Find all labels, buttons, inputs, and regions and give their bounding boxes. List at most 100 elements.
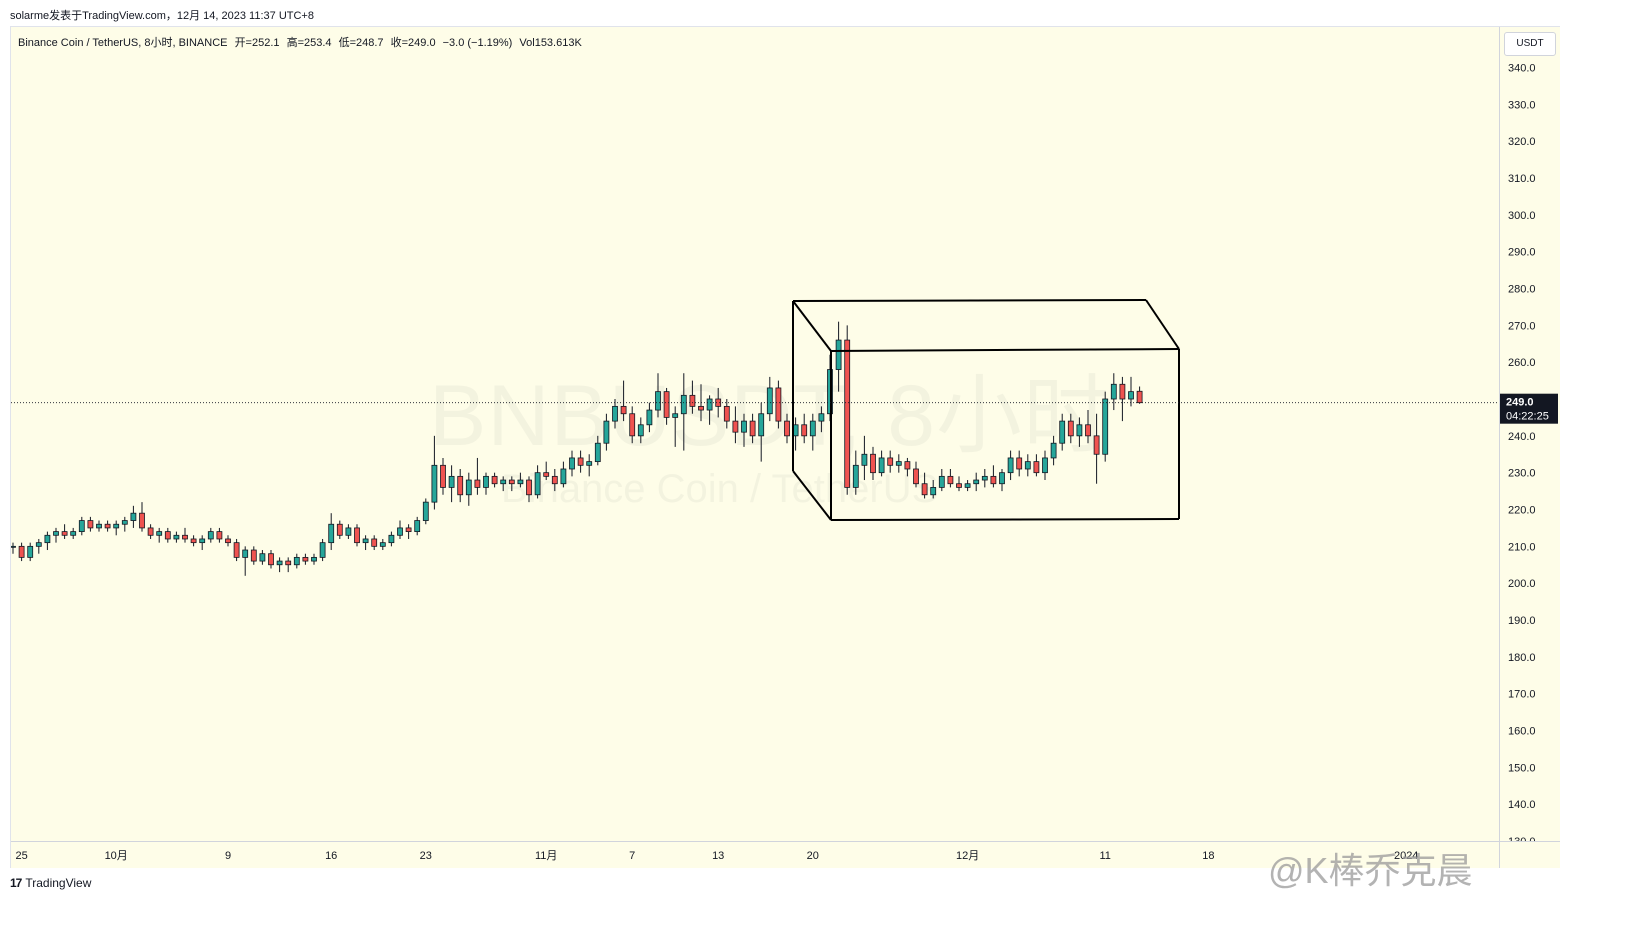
candle <box>586 454 593 477</box>
candlestick-plot[interactable] <box>11 27 1499 841</box>
candle <box>741 413 747 447</box>
legend-change: −3.0 (−1.19%) <box>442 37 513 49</box>
candle <box>250 546 257 565</box>
chart-frame[interactable]: BNBUSDT, 8小时 Binance Coin / TetherUS Bin… <box>10 26 1560 868</box>
box-edge[interactable] <box>792 299 1147 302</box>
candle-body <box>1067 420 1074 437</box>
candle-body <box>53 531 59 536</box>
candle-body <box>930 487 937 496</box>
candle-body <box>139 512 145 529</box>
bar-countdown-label: 04:22:25 <box>1506 411 1549 423</box>
candle <box>139 502 145 532</box>
candle-body <box>938 475 945 488</box>
candle <box>182 527 188 543</box>
candle-body <box>990 475 997 485</box>
candle-body <box>921 483 928 496</box>
candle-body <box>207 531 214 540</box>
candle-body <box>96 523 102 529</box>
candle-body <box>388 534 395 544</box>
candle <box>594 435 601 466</box>
publish-caption: solarme发表于TradingView.com，12月 14, 2023 1… <box>10 10 314 22</box>
time-tick-label: 2024 <box>1394 850 1418 862</box>
candle <box>990 465 997 488</box>
candle-body <box>27 545 34 558</box>
candle-body <box>225 538 231 544</box>
candle <box>164 527 171 543</box>
candle <box>311 553 317 565</box>
currency-button[interactable]: USDT <box>1504 32 1556 56</box>
candle <box>508 476 515 492</box>
time-tick-label: 13 <box>712 850 724 862</box>
candle-body <box>663 391 670 418</box>
candle <box>328 513 335 551</box>
candle <box>233 538 240 562</box>
candle-body <box>130 512 137 521</box>
candle <box>775 380 782 429</box>
candle-body <box>534 472 541 496</box>
candle-body <box>1016 457 1023 470</box>
candle <box>500 476 507 492</box>
candle <box>844 325 851 495</box>
candle-body <box>560 468 567 485</box>
box-edge[interactable] <box>792 470 832 521</box>
candle-body <box>551 475 558 485</box>
candle <box>612 399 618 429</box>
time-tick-label: 9 <box>225 850 231 862</box>
candle <box>913 461 919 488</box>
box-edge[interactable] <box>1145 299 1180 350</box>
candle-body <box>1110 383 1117 400</box>
box-edge[interactable] <box>830 348 1180 352</box>
tradingview-logo[interactable]: 17 TradingView <box>10 876 91 890</box>
box-edge[interactable] <box>792 300 832 352</box>
candle <box>861 435 868 481</box>
candle-body <box>844 339 851 488</box>
price-tick-label: 310.0 <box>1508 173 1536 185</box>
candle <box>973 472 980 492</box>
candle <box>801 413 808 444</box>
legend-close: 收=249.0 <box>390 37 436 49</box>
candle-body <box>121 520 128 525</box>
candle <box>818 406 825 433</box>
candle-body <box>947 475 954 485</box>
price-tick-label: 340.0 <box>1508 63 1536 75</box>
candle <box>1136 386 1143 404</box>
candle <box>1076 417 1083 447</box>
candle-body <box>956 483 962 488</box>
price-tick-label: 220.0 <box>1508 505 1536 517</box>
candle-body <box>766 387 773 415</box>
candle <box>379 538 386 551</box>
candle <box>629 406 636 444</box>
candle-body <box>698 405 704 411</box>
price-tick-label: 300.0 <box>1508 210 1536 222</box>
candle <box>543 461 550 481</box>
candle-body <box>715 398 722 407</box>
candle <box>319 538 326 562</box>
candle-body <box>603 420 610 444</box>
candle-body <box>302 556 309 562</box>
candle <box>44 531 51 551</box>
time-axis[interactable]: 25 10月 9 16 23 11月 7 13 20 12月 11 18 2024 <box>11 841 1499 868</box>
candle-body <box>35 542 42 547</box>
box-drawing[interactable] <box>792 299 1180 521</box>
candle-body <box>500 479 507 485</box>
candle <box>956 476 962 492</box>
candle-body <box>784 420 790 437</box>
price-tick-label: 260.0 <box>1508 357 1536 369</box>
time-tick-label: 23 <box>420 850 432 862</box>
time-tick-label: 18 <box>1202 850 1214 862</box>
candle <box>569 450 575 477</box>
candle <box>637 417 644 444</box>
time-tick-label: 10月 <box>105 850 128 862</box>
candle <box>758 402 765 462</box>
candle-body <box>1102 398 1109 455</box>
box-edge[interactable] <box>830 518 1180 521</box>
candle-body <box>732 420 739 433</box>
candle-body <box>706 398 713 411</box>
price-axis[interactable]: USDT 340.0 330.0 320.0 310.0 300.0 290.0 280.0… <box>1499 27 1560 841</box>
candle <box>207 527 214 543</box>
candle <box>113 520 120 536</box>
ohlc-legend: Binance Coin / TetherUS, 8小时, BINANCE 开=… <box>18 34 586 50</box>
candle <box>904 457 911 477</box>
plot-area[interactable]: BNBUSDT, 8小时 Binance Coin / TetherUS Bin… <box>11 27 1499 841</box>
candle <box>104 520 111 532</box>
